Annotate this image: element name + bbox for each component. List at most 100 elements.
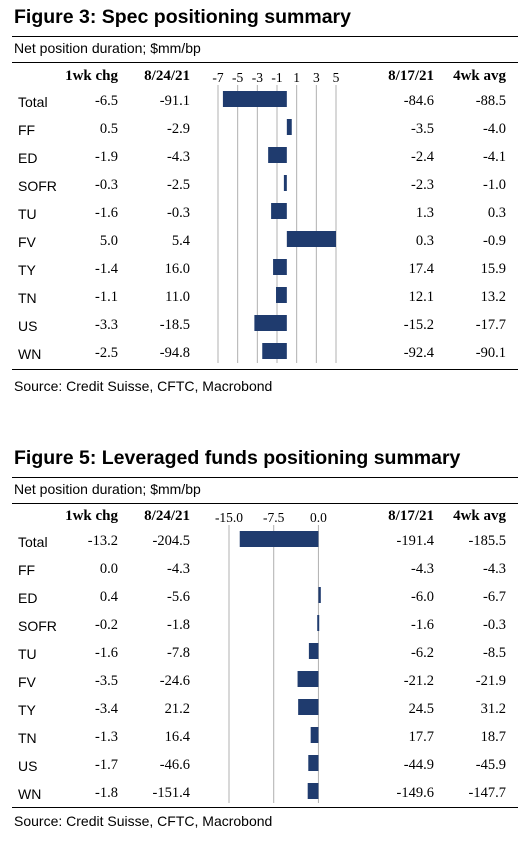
bar-ed: [268, 147, 287, 163]
cell-1wk-chg: -1.8: [95, 785, 118, 801]
cell-4wk-avg: -17.7: [475, 317, 506, 333]
cell-current: -91.1: [159, 93, 190, 109]
cell-prev: -92.4: [403, 345, 434, 361]
cell-4wk-avg: 0.3: [487, 205, 506, 221]
cell-4wk-avg: -4.1: [483, 149, 506, 165]
cell-1wk-chg: -0.2: [95, 617, 118, 633]
col-header-current: 8/24/21: [144, 68, 190, 84]
cell-current: 16.0: [164, 261, 190, 277]
col-header-4wk-avg: 4wk avg: [453, 68, 506, 84]
cell-1wk-chg: 5.0: [99, 233, 118, 249]
cell-4wk-avg: -21.9: [475, 673, 506, 689]
bar-ty: [298, 699, 319, 715]
row-label: FV: [18, 234, 36, 250]
cell-prev: -6.0: [411, 589, 434, 605]
cell-4wk-avg: -147.7: [468, 785, 506, 801]
cell-4wk-avg: -8.5: [483, 645, 506, 661]
cell-current: -24.6: [159, 673, 190, 689]
bar-ed: [318, 587, 321, 603]
cell-current: 5.4: [171, 233, 190, 249]
axis-tick-label: -7.5: [263, 510, 285, 525]
cell-1wk-chg: -6.5: [95, 93, 118, 109]
subtitle-rule: [12, 62, 518, 63]
bar-sofr: [317, 615, 320, 631]
cell-current: -7.8: [167, 645, 190, 661]
cell-1wk-chg: -3.4: [95, 701, 118, 717]
axis-tick-label: -1: [271, 70, 283, 85]
cell-4wk-avg: -4.0: [483, 121, 506, 137]
cell-current: -0.3: [167, 205, 190, 221]
axis-tick-label: 3: [312, 70, 320, 85]
cell-current: 11.0: [165, 289, 190, 305]
cell-prev: -3.5: [411, 121, 434, 137]
cell-4wk-avg: -45.9: [475, 757, 506, 773]
cell-1wk-chg: -1.1: [95, 289, 118, 305]
cell-prev: -2.4: [411, 149, 434, 165]
cell-1wk-chg: -1.6: [95, 205, 118, 221]
axis-tick-label: 0.0: [309, 510, 327, 525]
cell-prev: -44.9: [403, 757, 434, 773]
cell-4wk-avg: 31.2: [480, 701, 506, 717]
cell-4wk-avg: -1.0: [483, 177, 506, 193]
row-label: US: [18, 318, 38, 334]
cell-prev: -2.3: [411, 177, 434, 193]
row-label: TN: [18, 290, 37, 306]
cell-current: -4.3: [167, 561, 190, 577]
bottom-rule: [12, 807, 518, 808]
cell-current: -5.6: [167, 589, 190, 605]
bar-ty: [273, 259, 287, 275]
figure-subtitle: Net position duration; $mm/bp: [14, 40, 201, 56]
row-label: TY: [18, 262, 36, 278]
cell-1wk-chg: 0.4: [99, 589, 118, 605]
cell-4wk-avg: -90.1: [475, 345, 506, 361]
axis-tick-label: 5: [332, 70, 340, 85]
cell-current: -204.5: [152, 533, 190, 549]
bar-fv: [297, 671, 319, 687]
cell-prev: 0.3: [415, 233, 434, 249]
row-label: US: [18, 758, 38, 774]
title-rule: [12, 477, 518, 478]
col-header-4wk-avg: 4wk avg: [453, 508, 506, 524]
col-header-current: 8/24/21: [144, 508, 190, 524]
col-header-prev: 8/17/21: [388, 68, 434, 84]
cell-prev: -4.3: [411, 561, 434, 577]
row-label: TU: [18, 206, 37, 222]
cell-4wk-avg: -6.7: [483, 589, 506, 605]
row-label: FF: [18, 122, 36, 138]
axis-tick-label: -5: [232, 70, 244, 85]
title-rule: [12, 36, 518, 37]
cell-prev: -149.6: [396, 785, 434, 801]
cell-4wk-avg: -4.3: [483, 561, 506, 577]
cell-1wk-chg: -13.2: [87, 533, 118, 549]
axis-tick-label: -15.0: [214, 510, 244, 525]
cell-prev: -84.6: [403, 93, 434, 109]
cell-current: -2.9: [167, 121, 190, 137]
row-label: TN: [18, 730, 37, 746]
cell-prev: 1.3: [415, 205, 434, 221]
cell-1wk-chg: -3.3: [95, 317, 118, 333]
row-label: Total: [18, 534, 48, 550]
cell-prev: -6.2: [411, 645, 434, 661]
cell-prev: 24.5: [408, 701, 434, 717]
cell-current: -2.5: [167, 177, 190, 193]
cell-1wk-chg: 0.0: [99, 561, 118, 577]
row-label: TU: [18, 646, 37, 662]
cell-1wk-chg: -1.7: [95, 757, 118, 773]
cell-4wk-avg: 13.2: [480, 289, 506, 305]
row-label: SOFR: [18, 618, 57, 634]
row-label: ED: [18, 150, 38, 166]
cell-1wk-chg: 0.5: [99, 121, 118, 137]
cell-prev: 12.1: [408, 289, 434, 305]
source-note: Source: Credit Suisse, CFTC, Macrobond: [14, 813, 273, 829]
bar-total: [222, 91, 287, 107]
bar-tu: [271, 203, 287, 219]
bar-plot: [228, 525, 321, 803]
cell-current: 21.2: [164, 701, 190, 717]
cell-4wk-avg: -185.5: [468, 533, 506, 549]
source-note: Source: Credit Suisse, CFTC, Macrobond: [14, 378, 273, 394]
bar-total: [239, 531, 319, 547]
bar-us: [308, 755, 319, 771]
axis-tick-label: 1: [293, 70, 301, 85]
row-label: TY: [18, 702, 36, 718]
cell-current: -94.8: [159, 345, 190, 361]
